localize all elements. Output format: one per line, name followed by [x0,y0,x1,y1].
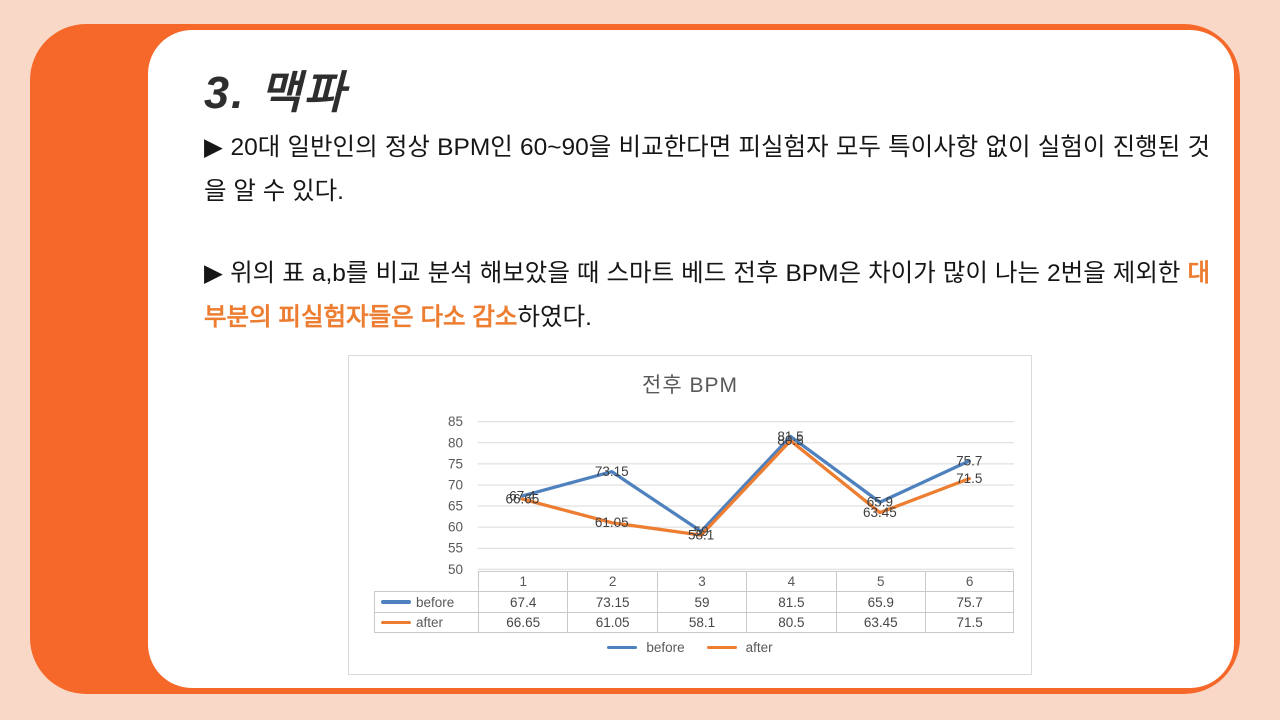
table-category-header: 4 [746,571,836,591]
table-value-cell: 58.1 [656,612,747,633]
y-axis-tick-label: 50 [448,562,463,577]
legend-item-after: after [706,640,773,655]
data-label-before: 73.15 [595,464,629,479]
table-category-header: 2 [567,571,657,591]
paragraph-analysis-highlight: 대부분의 피실험자들은 다소 감소 [204,260,1210,331]
y-axis-tick-label: 75 [448,456,463,471]
slide-content-card: 3. 맥파 ▶ 20대 일반인의 정상 BPM인 60~90을 비교한다면 피실… [148,30,1234,688]
table-category-header: 5 [835,571,925,591]
series-line-after [520,439,971,537]
series-swatch-after [381,620,411,625]
y-axis-tick-label: 55 [448,541,463,556]
table-value-cell: 71.5 [924,612,1015,633]
data-label-before: 65.9 [867,495,893,510]
table-category-header: 3 [656,571,747,591]
table-category-header: 1 [478,571,568,591]
data-label-after: 58.1 [688,528,714,543]
data-label-after: 63.45 [863,505,897,520]
data-label-before: 75.7 [956,453,982,468]
table-corner-cell [374,571,478,591]
chart-legend: before after [349,640,1031,655]
data-label-after: 61.05 [595,515,629,530]
table-series-label-before: before [374,591,478,612]
paragraph-analysis: ▶ 위의 표 a,b를 비교 분석 해보았을 때 스마트 베드 전후 BPM은 … [204,252,1210,340]
legend-swatch-before [607,645,638,650]
series-line-before [520,434,971,533]
table-value-cell: 80.5 [746,612,836,633]
data-label-after: 71.5 [956,471,982,486]
data-label-after: 66.65 [505,492,539,507]
y-axis-tick-label: 60 [448,520,463,535]
paragraph-analysis-prefix: ▶ 위의 표 a,b를 비교 분석 해보았을 때 스마트 베드 전후 BPM은 … [204,260,1188,287]
chart-plot-area: 50 55 60 65 70 75 80 85 67.4 73.15 59 81.5 65.9 75.7 6… [448,414,1014,577]
legend-item-before: before [607,640,685,655]
table-value-cell: 65.9 [835,591,925,612]
table-value-cell: 73.15 [567,591,657,612]
table-value-cell: 66.65 [478,612,568,633]
data-label-before: 59 [694,524,709,539]
chart-title: 전후 BPM [642,374,738,397]
table-value-cell: 81.5 [746,591,836,612]
paragraph-analysis-suffix: 하였다. [517,304,592,331]
legend-label-after: after [745,640,773,655]
chart-data-table: 1 2 3 4 5 6 before 67.4 73.15 59 81.5 65.9 75.7 after… [374,571,1015,633]
y-axis-tick-label: 85 [448,414,463,429]
table-value-cell: 61.05 [567,612,657,633]
slide-title: 3. 맥파 [204,67,347,118]
data-label-after: 80.5 [777,433,803,448]
y-axis-tick-label: 70 [448,477,463,492]
y-axis-tick-label: 80 [448,435,463,450]
table-value-cell: 67.4 [478,591,568,612]
data-label-before: 67.4 [509,488,536,503]
bpm-line-chart: 50 55 60 65 70 75 80 85 67.4 73.15 59 81.5 65.9 75.7 6… [348,355,1032,675]
legend-swatch-after [706,645,737,650]
legend-label-before: before [646,640,685,655]
data-label-before: 81.5 [777,429,803,444]
table-value-cell: 59 [656,591,747,612]
y-axis-tick-label: 65 [448,499,463,514]
table-value-cell: 75.7 [924,591,1015,612]
table-category-header: 6 [924,571,1015,591]
series-swatch-before [381,600,411,604]
table-value-cell: 63.45 [835,612,925,633]
table-series-label-after: after [374,612,478,633]
paragraph-normal-bpm: ▶ 20대 일반인의 정상 BPM인 60~90을 비교한다면 피실험자 모두 … [204,134,1210,205]
